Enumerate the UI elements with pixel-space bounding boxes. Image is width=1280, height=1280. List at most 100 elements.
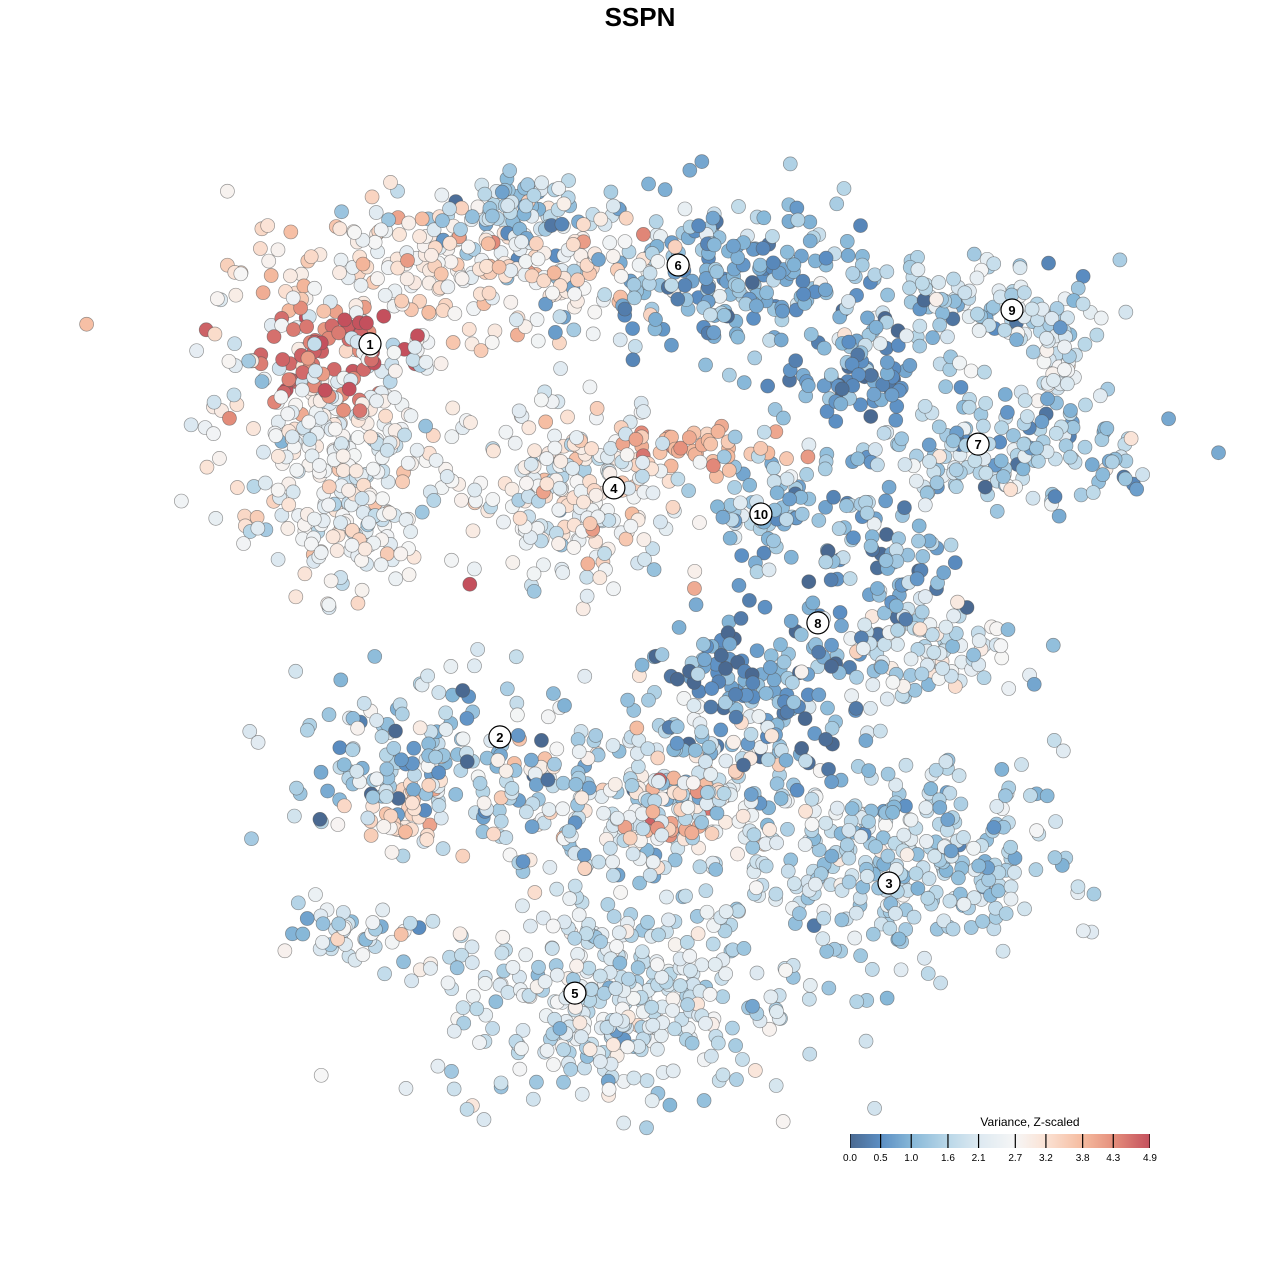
data-point [357,541,373,557]
data-point [687,563,703,579]
data-point [591,854,607,870]
data-point [1048,426,1064,441]
data-point [538,414,554,430]
data-point [553,454,569,469]
data-point [332,265,347,280]
data-point [716,786,732,801]
data-point [925,330,941,345]
data-point [399,271,415,287]
data-point [313,410,329,426]
data-point [312,811,328,827]
data-point [529,1074,544,1090]
data-point [404,795,420,811]
data-point [722,636,738,652]
data-point [950,594,965,610]
data-point [833,396,849,412]
data-point [1000,405,1015,420]
data-point [511,403,527,419]
data-point [486,443,501,459]
data-point [547,440,563,456]
data-point [321,497,336,513]
data-point [1034,414,1050,429]
colorbar-tick-label: 2.7 [1008,1153,1023,1164]
data-point [844,356,860,372]
cluster-label-marker [749,502,773,526]
data-point [374,729,390,744]
data-point [818,499,833,515]
data-point [421,777,437,793]
data-point [779,512,794,527]
data-point [1070,879,1086,895]
colorbar-tick-label: 0.5 [873,1153,888,1164]
data-point [601,1081,617,1097]
data-point [462,576,478,592]
colorbar-tick-label: 4.9 [1143,1153,1157,1164]
data-point [841,822,857,838]
data-point [824,848,840,864]
data-point [321,597,337,613]
data-point [977,479,993,495]
data-point [256,444,271,460]
data-point [549,967,565,983]
data-point [453,222,468,237]
data-point [650,750,666,766]
data-point [786,257,802,273]
data-point [393,546,409,562]
data-point [728,1038,743,1053]
data-point [952,355,967,371]
data-point [531,959,546,975]
data-point [1099,421,1115,436]
data-point [382,505,397,521]
cluster-label-9: 9 [1000,298,1024,322]
data-point [1086,886,1102,902]
data-point [612,332,628,348]
data-point [571,907,587,923]
data-point [922,454,937,469]
data-point [1078,397,1093,413]
data-point [997,387,1013,402]
data-point [997,322,1013,338]
data-point [779,451,794,466]
data-point [554,216,570,232]
data-point [709,264,725,280]
cluster-label-text: 4 [610,481,618,496]
data-point [635,455,650,470]
data-point [454,492,469,508]
data-point [1055,743,1071,759]
data-point [431,685,447,700]
data-point [848,905,864,921]
data-point [1024,301,1040,317]
data-point [577,668,593,684]
data-point [718,695,733,710]
data-point [1089,327,1105,343]
data-point [745,675,761,691]
data-point [359,315,374,331]
data-point [556,1074,571,1090]
data-point [1003,891,1019,907]
data-point [649,957,665,973]
data-point [710,424,726,439]
data-point [573,1029,589,1045]
data-point [673,440,689,456]
data-point [872,336,888,351]
data-point [961,399,977,415]
data-point [404,973,419,989]
data-point [465,989,481,1004]
data-point [485,1021,500,1036]
cluster-label-2: 2 [488,725,512,749]
data-point [606,868,621,883]
data-point [518,254,534,269]
data-point [966,647,981,663]
data-point [398,824,413,840]
data-point [206,394,222,410]
data-point [1026,676,1042,692]
data-point [569,958,585,974]
data-point [486,826,501,842]
data-point [561,823,577,839]
data-point [639,1073,655,1088]
data-point [537,974,553,990]
data-point [680,800,696,815]
data-point [956,830,971,845]
data-point [821,761,836,777]
